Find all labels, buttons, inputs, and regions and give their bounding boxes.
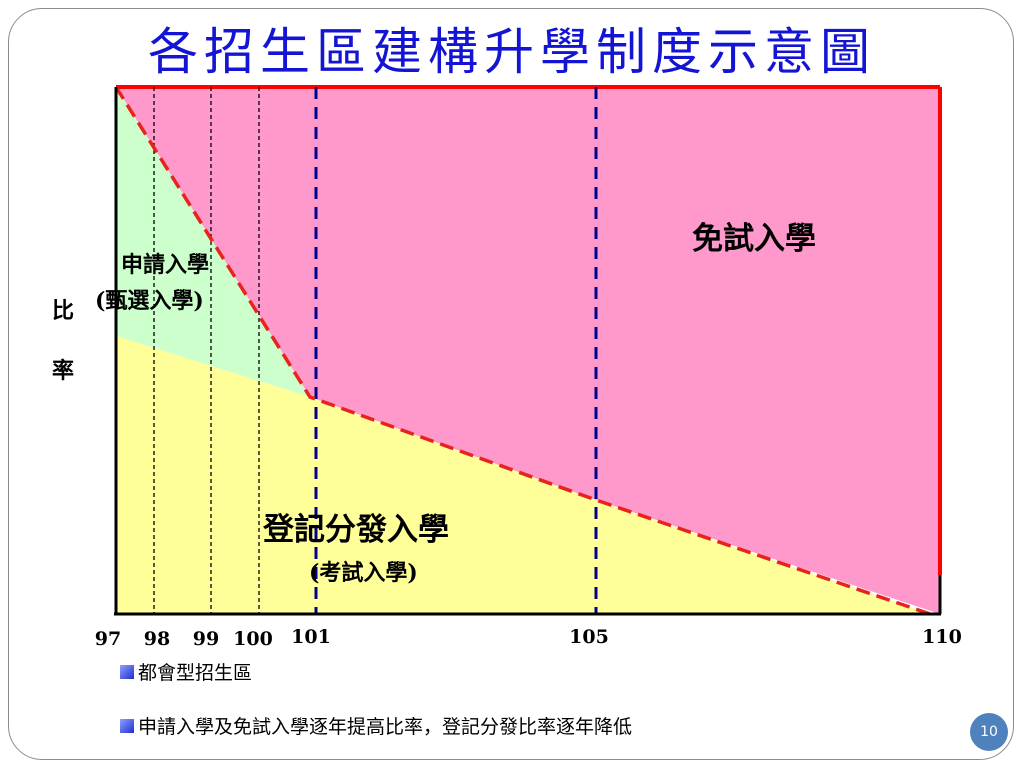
x-tick-105: 105 <box>569 626 609 648</box>
y-axis-label-top: 比 <box>52 298 74 324</box>
legend-item-2: 申請入學及免試入學逐年提高比率，登記分發比率逐年降低 <box>120 712 632 739</box>
slide-title: 各招生區建構升學制度示意圖 <box>148 23 876 81</box>
label-application-2: (甄選入學) <box>95 288 204 314</box>
page-number-badge: 10 <box>970 713 1008 751</box>
label-application-1: 申請入學 <box>121 252 209 278</box>
label-exam-free: 免試入學 <box>692 221 816 257</box>
x-tick-98: 98 <box>144 628 170 650</box>
x-tick-97: 97 <box>95 628 121 650</box>
x-tick-99: 99 <box>193 628 219 650</box>
bullet-square-icon <box>120 718 134 733</box>
legend-item-1: 都會型招生區 <box>120 658 252 685</box>
x-tick-110: 110 <box>922 626 962 648</box>
legend-item-1-label: 都會型招生區 <box>138 662 253 684</box>
x-tick-101: 101 <box>291 626 331 648</box>
legend-item-2-label: 申請入學及免試入學逐年提高比率，登記分發比率逐年降低 <box>138 716 633 738</box>
y-axis-label-bottom: 率 <box>52 358 74 384</box>
boundary-dashed-line <box>114 86 931 616</box>
bullet-square-icon <box>120 664 134 679</box>
label-registration-1: 登記分發入學 <box>262 512 449 548</box>
x-tick-100: 100 <box>233 628 273 650</box>
label-registration-2: (考試入學) <box>309 560 418 586</box>
region-exam-free <box>116 87 940 614</box>
